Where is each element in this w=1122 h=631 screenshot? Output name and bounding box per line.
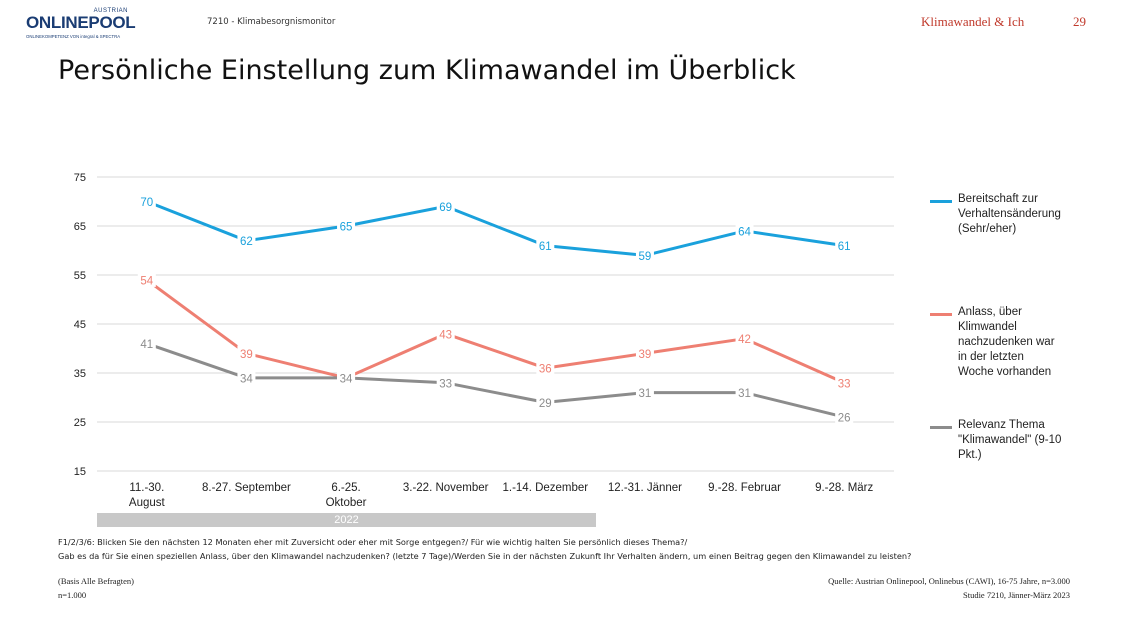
data-label: 31 <box>738 388 751 400</box>
data-label-bg <box>337 369 356 385</box>
x-tick-label: August <box>129 497 166 509</box>
data-label: 54 <box>140 275 153 287</box>
x-tick-label: 1.-14. Dezember <box>502 482 588 494</box>
data-label: 64 <box>738 226 751 238</box>
data-label-bg <box>635 247 654 263</box>
data-label-bg <box>237 369 256 385</box>
y-tick-label: 45 <box>74 319 86 331</box>
onlinepool-logo: AUSTRIAN ONLINEPOOL ONLINEKOMPETENZ VON … <box>26 8 136 44</box>
series-line-3 <box>146 342 845 419</box>
legend-swatch <box>930 200 952 203</box>
legend-swatch <box>930 426 952 429</box>
y-tick-label: 75 <box>74 172 86 184</box>
x-tick-label: Oktober <box>326 497 367 509</box>
data-label: 39 <box>639 349 652 361</box>
data-label: 69 <box>439 202 452 214</box>
data-label-bg <box>536 360 555 376</box>
study-info: Studie 7210, Jänner-März 2023 <box>962 590 1070 600</box>
data-label-bg <box>337 218 356 233</box>
y-tick-label: 25 <box>74 417 86 429</box>
data-label: 34 <box>340 373 353 385</box>
data-label-bg <box>237 345 256 361</box>
data-label-bg <box>137 193 156 209</box>
year-band: 2022 <box>97 513 596 527</box>
data-label: 36 <box>539 364 552 376</box>
source-note: Quelle: Austrian Onlinepool, Onlinebus (… <box>828 576 1070 586</box>
data-label: 59 <box>639 251 652 263</box>
x-tick-label: 9.-28. Februar <box>708 482 781 494</box>
data-label-bg <box>835 374 854 390</box>
logo-sub-text: ONLINEKOMPETENZ VON integral & SPECTRA <box>26 34 121 39</box>
data-label: 34 <box>240 373 253 385</box>
legend-label: Anlass, über Klimwandel nachzudenken war in… <box>958 306 1055 378</box>
x-tick-label: 3.-22. November <box>403 482 489 494</box>
logo-main-text: ONLINEPOOL <box>26 13 136 32</box>
data-label-bg <box>735 384 754 400</box>
data-label: 62 <box>240 236 253 248</box>
data-label-bg <box>835 237 854 253</box>
study-label: 7210 - Klimabesorgnismonitor <box>207 17 336 27</box>
x-tick-label: 6.-25. <box>331 482 360 494</box>
y-tick-label: 55 <box>74 270 86 282</box>
y-tick-label: 65 <box>74 221 86 233</box>
x-tick-label: 12.-31. Jänner <box>608 482 682 494</box>
data-label: 42 <box>738 334 751 346</box>
data-label-bg <box>536 394 555 410</box>
page-number: 29 <box>1073 14 1086 29</box>
data-label: 43 <box>439 329 452 341</box>
data-label: 33 <box>439 378 452 390</box>
data-label-bg <box>635 345 654 361</box>
data-label-bg <box>237 232 256 248</box>
data-label-bg <box>835 409 854 425</box>
x-tick-label: 8.-27. September <box>202 482 291 494</box>
y-tick-label: 35 <box>74 368 86 380</box>
legend-label: Bereitschaft zur Verhaltensänderung (Sehr/… <box>958 193 1061 235</box>
data-label-bg <box>735 222 754 238</box>
section-label: Klimawandel & Ich <box>921 14 1025 29</box>
data-label: 61 <box>838 241 851 253</box>
data-label: 65 <box>340 222 353 234</box>
data-label: 31 <box>639 388 652 400</box>
data-label: 26 <box>838 413 851 425</box>
legend-swatch <box>930 313 952 316</box>
series-line-1 <box>146 200 845 257</box>
question-text-line-2: Gab es da für Sie einen speziellen Anlas… <box>58 551 912 561</box>
logo-austrian-text: AUSTRIAN <box>93 8 128 14</box>
data-label-bg <box>735 330 754 346</box>
data-label-bg <box>635 384 654 400</box>
sample-size: n=1.000 <box>58 590 87 600</box>
x-tick-label: 9.-28. März <box>815 482 873 494</box>
data-label: 41 <box>140 339 153 351</box>
data-label-bg <box>436 374 455 390</box>
data-label-bg <box>137 335 156 351</box>
x-tick-label: 11.-30. <box>129 482 164 494</box>
data-label-bg <box>536 237 555 253</box>
data-label-bg <box>137 271 156 287</box>
y-tick-label: 15 <box>74 466 86 478</box>
legend-label: Relevanz Thema "Klimawandel" (9-10 Pkt.) <box>958 419 1062 461</box>
data-label-bg <box>436 325 455 341</box>
data-label: 39 <box>240 349 253 361</box>
data-label: 61 <box>539 241 552 253</box>
data-label: 29 <box>539 398 552 410</box>
data-label: 33 <box>838 378 851 390</box>
page-title: Persönliche Einstellung zum Klimawandel … <box>58 55 796 86</box>
basis-note: (Basis Alle Befragten) <box>58 576 135 586</box>
data-label: 70 <box>140 197 153 209</box>
data-label-bg <box>436 198 455 214</box>
question-text-line-1: F1/2/3/6: Blicken Sie den nächsten 12 Mo… <box>58 537 688 547</box>
series-line-2 <box>145 278 845 385</box>
